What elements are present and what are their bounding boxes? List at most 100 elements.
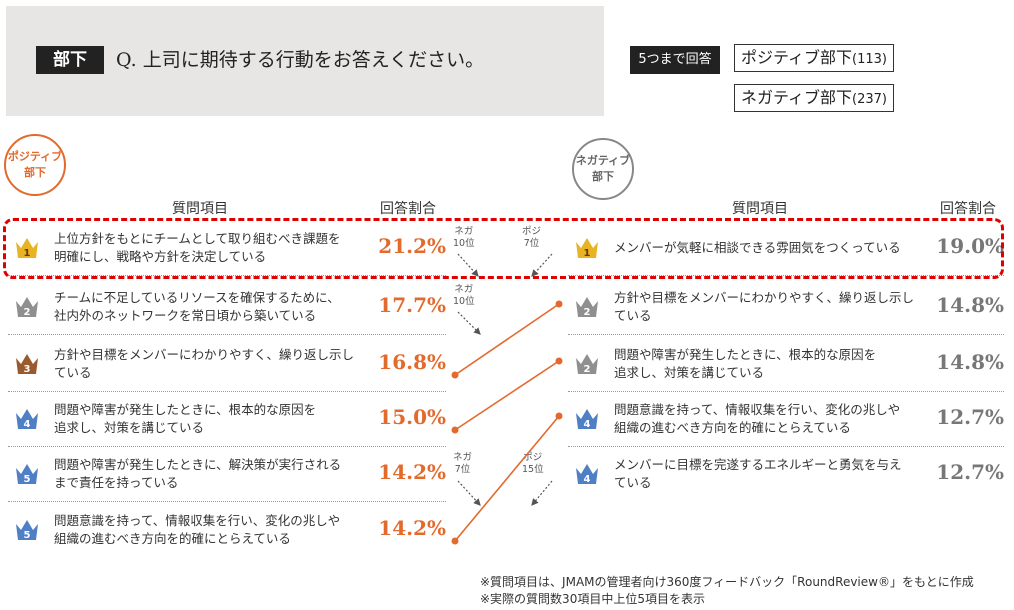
negative-circle-line2: 部下 — [592, 170, 614, 183]
cross-rank-note-line: ネガ — [454, 226, 474, 237]
footnote-2: ※実際の質問数30項目中上位5項目を表示 — [480, 592, 705, 606]
answer-limit-badge: 5つまで回答 — [630, 46, 720, 74]
negative-question-text: 問題や障害が発生したときに、根本的な原因を 追求し、対策を講じている — [614, 346, 934, 382]
positive-question-text: 問題や障害が発生したときに、根本的な原因を 追求し、対策を講じている — [54, 401, 374, 437]
cross-rank-note: ネガ 7位 — [453, 452, 472, 476]
crown-rank-icon: 1 — [574, 235, 600, 261]
crown-rank-icon: 2 — [14, 294, 40, 320]
cross-rank-note-line: 10位 — [453, 296, 475, 307]
question-line: 問題や障害が発生したときに、根本的な原因を — [614, 347, 877, 362]
cross-rank-note-line: 7位 — [454, 464, 471, 475]
rank-drop-arrow — [457, 253, 479, 277]
svg-text:4: 4 — [584, 474, 591, 485]
negative-rate-value: 19.0% — [936, 234, 1004, 258]
svg-text:2: 2 — [584, 307, 591, 318]
positive-row-2: 2 チームに不足しているリソースを確保するために、 社内外のネットワークを常日頃から… — [8, 282, 446, 335]
negative-row-5: 4 メンバーに目標を完遂するエネルギーと勇気を与え ている 12.7% — [568, 449, 1004, 499]
svg-text:4: 4 — [584, 419, 591, 430]
negative-rate-value: 14.8% — [936, 350, 1004, 374]
svg-text:3: 3 — [24, 364, 31, 375]
positive-col-item: 質問項目 — [172, 201, 228, 217]
svg-text:1: 1 — [24, 248, 31, 259]
rank-drop-arrow — [457, 480, 481, 506]
question-line: 方針や目標をメンバーにわかりやすく、繰り返し示し — [54, 347, 355, 362]
positive-row-3: 3 方針や目標をメンバーにわかりやすく、繰り返し示し ている 16.8% — [8, 339, 446, 392]
negative-rate-value: 14.8% — [936, 293, 1004, 317]
positive-rate-value: 15.0% — [378, 405, 446, 429]
legend-negative-label: ネガティブ部下 — [741, 88, 853, 107]
crown-rank-icon: 5 — [14, 517, 40, 543]
question-line: ている — [614, 308, 652, 323]
rank-drop-arrow — [531, 253, 553, 277]
positive-question-text: 問題や障害が発生したときに、解決策が実行される まで責任を持っている — [54, 456, 374, 492]
legend-positive-label: ポジティブ部下 — [741, 48, 853, 67]
cross-rank-note: ネガ 10位 — [453, 284, 475, 308]
question-line: メンバーが気軽に相談できる雰囲気をつくっている — [614, 240, 901, 255]
negative-col-item: 質問項目 — [732, 201, 788, 217]
question-line: 問題や障害が発生したときに、根本的な原因を — [54, 402, 317, 417]
header-panel — [6, 6, 604, 116]
question-line: 方針や目標をメンバーにわかりやすく、繰り返し示し — [614, 290, 915, 305]
question-line: 追求し、対策を講じている — [614, 365, 765, 380]
svg-text:1: 1 — [584, 248, 591, 259]
crown-rank-icon: 2 — [574, 351, 600, 377]
positive-rate-value: 14.2% — [378, 516, 446, 540]
rank-drop-arrow — [531, 480, 553, 506]
positive-rate-value: 17.7% — [378, 293, 446, 317]
positive-rate-value: 16.8% — [378, 350, 446, 374]
top-rank-highlight — [3, 218, 1004, 279]
link-line — [454, 360, 560, 431]
crown-rank-icon: 3 — [14, 351, 40, 377]
crown-rank-icon: 4 — [574, 406, 600, 432]
svg-text:5: 5 — [24, 474, 31, 485]
question-line: チームに不足しているリソースを確保するために、 — [54, 290, 340, 305]
row-separator — [568, 391, 1004, 392]
cross-rank-note-line: 15位 — [522, 464, 544, 475]
question-line: 組織の進むべき方向を的確にとらえている — [54, 531, 291, 546]
question-line: 明確にし、戦略や方針を決定している — [54, 249, 267, 264]
question-line: 社内外のネットワークを常日頃から築いている — [54, 308, 317, 323]
cross-rank-note-line: 7位 — [523, 238, 540, 249]
crown-rank-icon: 1 — [14, 235, 40, 261]
negative-group-circle: ネガティブ 部下 — [572, 138, 634, 200]
svg-text:2: 2 — [584, 364, 591, 375]
negative-row-2: 2 方針や目標をメンバーにわかりやすく、繰り返し示し ている 14.8% — [568, 282, 1004, 335]
rank-drop-arrow — [457, 311, 481, 335]
positive-rate-value: 21.2% — [378, 234, 446, 258]
cross-rank-note-line: 10位 — [453, 238, 475, 249]
crown-rank-icon: 4 — [14, 406, 40, 432]
positive-row-4: 4 問題や障害が発生したときに、根本的な原因を 追求し、対策を講じている 15.0% — [8, 394, 446, 447]
positive-question-text: 問題意識を持って、情報収集を行い、変化の兆しや 組織の進むべき方向を的確にとらえて… — [54, 512, 374, 548]
row-separator — [8, 334, 446, 335]
row-separator — [568, 446, 1004, 447]
row-separator — [8, 275, 446, 276]
question-line: ている — [614, 475, 652, 490]
positive-circle-line2: 部下 — [24, 166, 46, 179]
row-separator — [8, 391, 446, 392]
crown-rank-icon: 4 — [574, 461, 600, 487]
positive-row-1: 1 上位方針をもとにチームとして取り組むべき課題を 明確にし、戦略や方針を決定してい… — [8, 223, 446, 276]
link-dot — [451, 371, 459, 379]
svg-text:2: 2 — [24, 307, 31, 318]
cross-rank-note: ネガ 10位 — [453, 226, 475, 250]
cross-rank-note: ポジ 15位 — [522, 452, 544, 476]
legend-positive: ポジティブ部下(113) — [734, 44, 895, 72]
cross-rank-note: ポジ 7位 — [522, 226, 541, 250]
cross-rank-note-line: ポジ — [523, 452, 543, 463]
negative-question-text: 方針や目標をメンバーにわかりやすく、繰り返し示し ている — [614, 289, 934, 325]
legend-negative-count: (237) — [852, 92, 888, 107]
negative-col-rate: 回答割合 — [940, 201, 996, 217]
crown-rank-icon: 5 — [14, 461, 40, 487]
row-separator — [568, 275, 1004, 276]
link-dot — [555, 357, 563, 365]
link-dot — [451, 537, 459, 545]
negative-row-1: 1 メンバーが気軽に相談できる雰囲気をつくっている 19.0% — [568, 223, 1004, 276]
header-tag: 部下 — [36, 46, 104, 74]
footnote-1: ※質問項目は、JMAMの管理者向け360度フィードバック「RoundReview… — [480, 575, 974, 589]
question-line: 組織の進むべき方向を的確にとらえている — [614, 420, 851, 435]
link-dot — [555, 412, 563, 420]
svg-text:5: 5 — [24, 530, 31, 541]
question-line: まで責任を持っている — [54, 475, 179, 490]
legend-negative: ネガティブ部下(237) — [734, 84, 895, 112]
negative-row-3: 2 問題や障害が発生したときに、根本的な原因を 追求し、対策を講じている 14.8% — [568, 339, 1004, 392]
